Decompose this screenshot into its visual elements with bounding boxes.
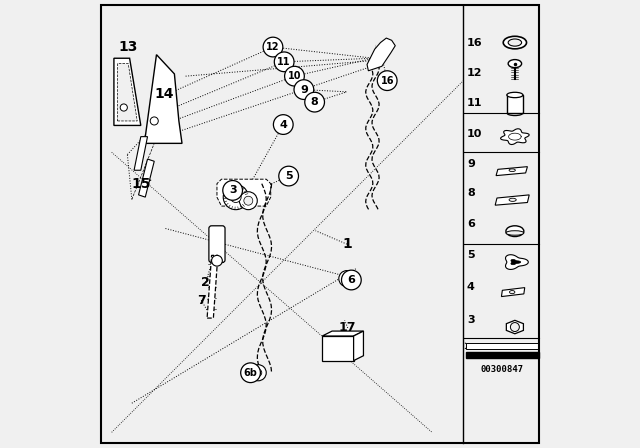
Circle shape <box>285 66 305 86</box>
Text: 11: 11 <box>277 57 291 67</box>
Circle shape <box>339 271 355 287</box>
Text: 12: 12 <box>467 68 483 78</box>
Text: 8: 8 <box>467 188 475 198</box>
Circle shape <box>273 115 293 134</box>
Circle shape <box>223 185 248 210</box>
Text: 11: 11 <box>467 98 483 108</box>
Circle shape <box>250 365 266 381</box>
Polygon shape <box>496 167 527 176</box>
Polygon shape <box>217 179 271 206</box>
Ellipse shape <box>506 231 524 235</box>
Circle shape <box>305 92 324 112</box>
Text: 2: 2 <box>202 276 210 289</box>
Polygon shape <box>500 129 529 145</box>
Circle shape <box>241 363 260 383</box>
Text: 5: 5 <box>467 250 475 260</box>
Text: 15: 15 <box>131 177 150 191</box>
Text: 1: 1 <box>342 237 352 251</box>
Ellipse shape <box>509 169 515 172</box>
Ellipse shape <box>508 60 522 68</box>
Text: 16: 16 <box>380 76 394 86</box>
Text: 3: 3 <box>467 315 475 325</box>
Polygon shape <box>114 58 141 125</box>
Text: 14: 14 <box>154 87 174 101</box>
Ellipse shape <box>509 291 515 294</box>
Text: 4: 4 <box>467 282 475 292</box>
Polygon shape <box>367 38 396 71</box>
Text: 12: 12 <box>266 42 280 52</box>
Circle shape <box>263 37 283 57</box>
Polygon shape <box>134 137 148 170</box>
Circle shape <box>342 270 361 290</box>
Polygon shape <box>466 352 539 358</box>
Text: 4: 4 <box>279 120 287 129</box>
Polygon shape <box>323 331 364 336</box>
Polygon shape <box>207 255 218 318</box>
Polygon shape <box>145 55 182 143</box>
FancyBboxPatch shape <box>507 95 523 113</box>
Text: 6: 6 <box>348 275 355 285</box>
Circle shape <box>212 255 222 266</box>
Circle shape <box>223 181 243 200</box>
FancyBboxPatch shape <box>209 226 225 263</box>
Circle shape <box>244 196 253 205</box>
Circle shape <box>343 275 351 282</box>
Text: 6: 6 <box>467 219 475 229</box>
Ellipse shape <box>506 226 524 237</box>
Circle shape <box>511 323 520 332</box>
Text: 10: 10 <box>288 71 301 81</box>
Polygon shape <box>502 288 525 297</box>
Text: 7: 7 <box>197 293 205 307</box>
Circle shape <box>239 192 257 210</box>
Polygon shape <box>495 195 529 205</box>
Circle shape <box>294 80 314 99</box>
Text: 16: 16 <box>467 38 483 47</box>
Circle shape <box>255 369 262 376</box>
Text: 10: 10 <box>467 129 483 139</box>
Polygon shape <box>118 64 137 121</box>
Circle shape <box>230 192 241 202</box>
Circle shape <box>120 104 127 111</box>
Bar <box>323 336 353 361</box>
Polygon shape <box>466 343 539 349</box>
Circle shape <box>150 117 158 125</box>
Text: 3: 3 <box>229 185 236 195</box>
Text: 00300847: 00300847 <box>481 365 524 374</box>
Text: 8: 8 <box>311 97 319 107</box>
Polygon shape <box>139 159 154 197</box>
Ellipse shape <box>503 36 527 49</box>
Circle shape <box>275 52 294 72</box>
Polygon shape <box>506 255 529 269</box>
Circle shape <box>378 71 397 90</box>
Ellipse shape <box>509 198 516 202</box>
Text: 5: 5 <box>285 171 292 181</box>
Polygon shape <box>506 320 524 334</box>
Ellipse shape <box>507 92 523 98</box>
Text: 9: 9 <box>300 85 308 95</box>
Polygon shape <box>353 331 364 361</box>
Text: 6b: 6b <box>244 368 257 378</box>
Text: 9: 9 <box>467 159 475 168</box>
Polygon shape <box>511 259 521 265</box>
Text: 17: 17 <box>339 321 356 335</box>
Text: 13: 13 <box>118 40 138 54</box>
Ellipse shape <box>508 39 522 46</box>
Circle shape <box>279 166 298 186</box>
